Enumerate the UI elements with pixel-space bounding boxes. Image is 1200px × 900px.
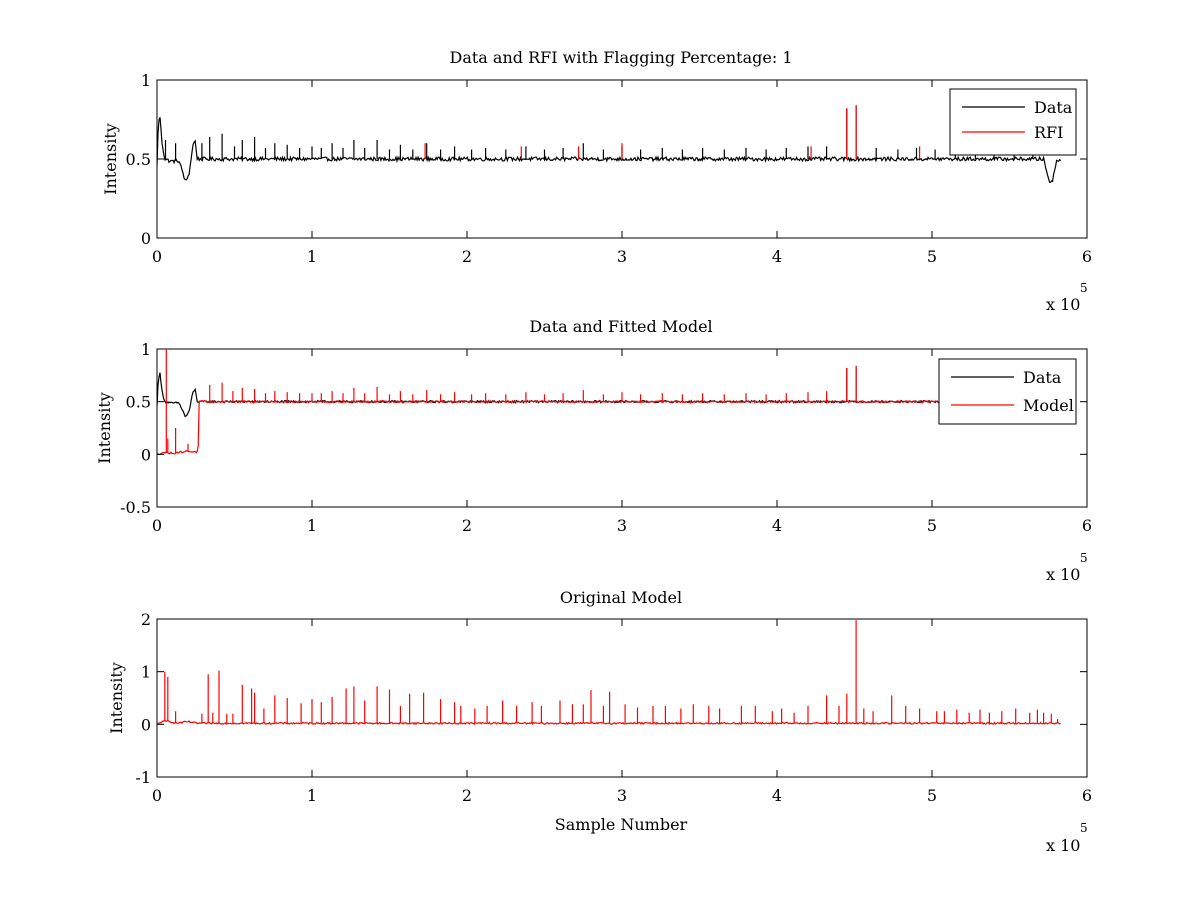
series-line-model	[157, 720, 1061, 726]
legend: Data RFI	[949, 88, 1077, 156]
panel-data-and-rfi: Data and RFI with Flagging Percentage: 1…	[101, 48, 1092, 314]
y-tick-label: 2	[141, 610, 151, 629]
x-tick-label: 4	[772, 786, 782, 805]
legend: Data Model	[938, 358, 1077, 425]
series-layer	[157, 349, 1061, 456]
y-tick-label: 0	[141, 715, 151, 734]
y-axis-label: Intensity	[107, 662, 126, 734]
legend-box	[938, 358, 1077, 425]
x-tick-label: 4	[772, 247, 782, 266]
legend-box	[949, 88, 1077, 156]
series-line-model	[157, 399, 1061, 456]
panel-original-model: Original Model Intensity Sample Number x…	[107, 588, 1092, 855]
legend-label: RFI	[1034, 123, 1063, 142]
x-tick-label: 5	[927, 786, 937, 805]
plot-area	[156, 348, 1088, 508]
x-tick-label: 6	[1082, 247, 1092, 266]
panel-title: Original Model	[560, 588, 682, 607]
x-tick-label: 6	[1082, 786, 1092, 805]
x-exponent-power: 5	[1080, 281, 1088, 295]
legend-label: Model	[1023, 396, 1074, 415]
y-tick-label: 0.5	[126, 150, 151, 169]
x-tick-label: 2	[462, 247, 472, 266]
y-tick-label: 1	[141, 71, 151, 90]
x-tick-label: 4	[772, 516, 782, 535]
y-tick-label: 0	[141, 445, 151, 464]
x-tick-label: 2	[462, 786, 472, 805]
x-exponent-base: x 10	[1046, 295, 1080, 314]
series-line-data	[157, 117, 1062, 183]
series-layer	[157, 105, 1062, 183]
x-tick-label: 0	[152, 247, 162, 266]
x-tick-label: 3	[617, 247, 627, 266]
y-tick-label: 0	[141, 229, 151, 248]
x-tick-label: 5	[927, 516, 937, 535]
y-tick-label: 1	[141, 663, 151, 682]
x-tick-label: 3	[617, 786, 627, 805]
x-exponent-power: 5	[1080, 551, 1088, 565]
x-exponent-power: 5	[1080, 821, 1088, 835]
y-tick-label: -0.5	[120, 498, 151, 517]
plot-area	[156, 618, 1088, 778]
panel-data-and-fitted-model: Data and Fitted Model Intensity x 10 5 0…	[95, 317, 1092, 584]
x-tick-label: 0	[152, 516, 162, 535]
x-tick-label: 1	[307, 786, 317, 805]
x-tick-label: 5	[927, 247, 937, 266]
x-tick-label: 0	[152, 786, 162, 805]
y-tick-label: -1	[135, 768, 151, 787]
panel-title: Data and Fitted Model	[529, 317, 712, 336]
y-tick-label: 1	[141, 340, 151, 359]
x-tick-label: 1	[307, 516, 317, 535]
x-exponent-base: x 10	[1046, 565, 1080, 584]
y-axis-label: Intensity	[95, 392, 114, 464]
x-tick-label: 1	[307, 247, 317, 266]
x-tick-label: 3	[617, 516, 627, 535]
y-tick-label: 0.5	[126, 393, 151, 412]
legend-label: Data	[1034, 98, 1073, 117]
x-exponent-base: x 10	[1046, 836, 1080, 855]
x-tick-label: 2	[462, 516, 472, 535]
panel-title: Data and RFI with Flagging Percentage: 1	[449, 48, 792, 67]
x-tick-label: 6	[1082, 516, 1092, 535]
x-axis-label: Sample Number	[555, 815, 688, 834]
series-layer	[157, 620, 1061, 726]
legend-label: Data	[1023, 368, 1062, 387]
y-axis-label: Intensity	[101, 123, 120, 195]
